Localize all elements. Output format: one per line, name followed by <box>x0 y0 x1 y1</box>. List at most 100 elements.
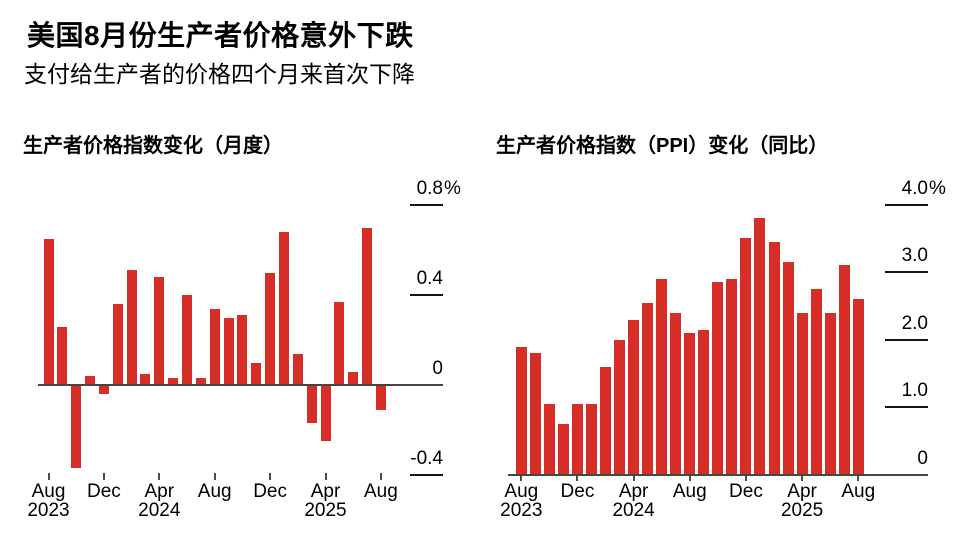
bar-ppi-yoy-2025-08 <box>852 299 864 475</box>
bar-ppi-yoy-2023-12 <box>571 404 583 475</box>
xtick-ppi-mom-Dec <box>269 473 272 480</box>
bar-ppi-yoy-2024-03 <box>614 339 626 475</box>
bar-ppi-mom-2024-09 <box>223 317 234 385</box>
xtick-month-ppi-mom-16: Dec <box>253 481 287 502</box>
bar-ppi-yoy-2025-07 <box>838 265 850 475</box>
ytick-label-ppi-yoy-1: 1.0 <box>901 380 928 402</box>
bar-ppi-yoy-2024-04 <box>628 319 640 475</box>
xtick-ppi-mom-Dec <box>102 473 105 480</box>
chart-title-monthly: 生产者价格指数变化（月度） <box>23 135 283 157</box>
bar-ppi-mom-2024-06 <box>182 295 192 385</box>
bar-ppi-mom-2023-12 <box>98 385 109 394</box>
xtick-ppi-yoy-Dec <box>744 474 747 481</box>
bar-ppi-mom-2024-12 <box>265 272 276 385</box>
ytick-dash-ppi-yoy-2 <box>885 338 928 341</box>
bar-ppi-mom-2024-07 <box>195 378 206 385</box>
bar-ppi-mom-2025-05 <box>334 301 345 385</box>
bar-ppi-mom-2025-07 <box>362 227 373 385</box>
bar-ppi-mom-2025-01 <box>278 232 289 385</box>
xtick-month-ppi-yoy-24: Aug <box>841 481 876 502</box>
xtick-month-ppi-yoy-4: Dec <box>560 481 595 502</box>
xtick-ppi-yoy-Dec <box>576 474 579 481</box>
bar-ppi-yoy-2025-03 <box>782 262 794 475</box>
ytick-label-ppi-mom-0.4: 0.4 <box>416 268 443 289</box>
bar-ppi-mom-2024-11 <box>251 362 262 385</box>
ytick-label-ppi-mom-0: 0 <box>432 358 443 379</box>
bar-ppi-mom-2024-02 <box>126 270 137 385</box>
ytick-label-ppi-mom-0.8: 0.8 <box>416 178 443 199</box>
bar-ppi-mom-2024-04 <box>154 277 165 385</box>
xtick-year-ppi-yoy-20: 2025 <box>780 500 824 521</box>
bar-ppi-yoy-2024-01 <box>586 404 597 475</box>
bar-ppi-mom-2025-04 <box>320 385 331 442</box>
ytick-dash-ppi-mom-0.8 <box>410 204 443 206</box>
bar-ppi-mom-2024-08 <box>209 308 220 385</box>
bar-ppi-mom-2023-08 <box>43 238 54 385</box>
bar-ppi-yoy-2023-10 <box>543 404 555 475</box>
bar-ppi-yoy-2024-05 <box>642 302 654 475</box>
xtick-month-ppi-yoy-20: Apr <box>787 481 817 502</box>
bar-ppi-yoy-2023-08 <box>515 346 527 475</box>
xtick-ppi-yoy-Aug2023 <box>520 474 523 481</box>
bar-ppi-yoy-2025-02 <box>768 241 780 475</box>
ytick-dash-ppi-yoy-4 <box>885 203 928 206</box>
ytick-label-ppi-yoy-0: 0 <box>917 448 928 469</box>
bar-ppi-mom-2023-09 <box>57 326 68 385</box>
xtick-month-ppi-mom-0: Aug <box>31 481 66 502</box>
bar-ppi-yoy-2024-08 <box>684 333 696 475</box>
bar-ppi-yoy-2024-06 <box>656 278 668 475</box>
bar-ppi-yoy-2025-05 <box>810 289 822 475</box>
xtick-month-ppi-mom-12: Aug <box>197 481 232 502</box>
xtick-ppi-mom-Aug <box>379 473 382 480</box>
bar-ppi-yoy-2024-11 <box>726 278 738 475</box>
bar-ppi-yoy-2024-10 <box>712 282 724 475</box>
bar-ppi-yoy-2024-07 <box>670 312 682 475</box>
bar-ppi-yoy-2023-11 <box>557 424 569 475</box>
baseline-ppi-yoy <box>508 474 928 476</box>
xtick-ppi-yoy-Apr2024 <box>632 474 635 481</box>
ytick-dash-ppi-yoy-1 <box>885 406 928 409</box>
bar-ppi-mom-2024-01 <box>112 304 123 385</box>
xtick-ppi-yoy-Apr2025 <box>801 474 804 481</box>
xtick-month-ppi-yoy-12: Aug <box>672 481 707 502</box>
ytick-unit-ppi-yoy: % <box>929 177 946 199</box>
xtick-ppi-yoy-Aug <box>857 474 860 481</box>
page-subtitle: 支付给生产者的价格四个月来首次下降 <box>24 61 415 87</box>
ytick-label-ppi-mom--0.4: -0.4 <box>410 448 443 469</box>
chart-title-yoy: 生产者价格指数（PPI）变化（同比） <box>496 135 829 157</box>
bar-ppi-mom-2025-03 <box>306 385 317 424</box>
bar-ppi-mom-2023-11 <box>85 376 96 385</box>
xtick-year-ppi-yoy-0: 2023 <box>500 500 543 521</box>
bar-ppi-mom-2024-03 <box>140 373 151 385</box>
xtick-month-ppi-yoy-16: Dec <box>729 481 763 502</box>
ytick-dash-ppi-yoy-3 <box>885 271 928 274</box>
ytick-label-ppi-yoy-3: 3.0 <box>901 245 928 267</box>
xtick-month-ppi-mom-4: Dec <box>86 481 121 502</box>
bar-ppi-yoy-2025-06 <box>824 312 836 475</box>
ytick-unit-ppi-mom: % <box>444 178 461 199</box>
bar-ppi-mom-2024-05 <box>168 378 179 385</box>
bar-ppi-yoy-2024-09 <box>698 329 710 475</box>
xtick-ppi-mom-Apr2024 <box>158 473 161 480</box>
page-title: 美国8月份生产者价格意外下跌 <box>27 20 414 51</box>
bar-ppi-mom-2024-10 <box>237 315 248 385</box>
xtick-ppi-yoy-Aug <box>688 474 691 481</box>
xtick-year-ppi-yoy-8: 2024 <box>612 500 655 521</box>
ytick-label-ppi-yoy-2: 2.0 <box>901 312 928 334</box>
bar-ppi-mom-2025-02 <box>292 353 303 385</box>
bar-ppi-mom-2023-10 <box>71 385 82 469</box>
bar-ppi-yoy-2023-09 <box>529 353 541 475</box>
xtick-month-ppi-yoy-8: Apr <box>618 481 649 502</box>
xtick-month-ppi-yoy-0: Aug <box>504 481 539 502</box>
xtick-ppi-mom-Apr2025 <box>324 473 327 480</box>
xtick-month-ppi-mom-8: Apr <box>144 481 175 502</box>
xtick-month-ppi-mom-20: Apr <box>310 481 341 502</box>
bar-ppi-yoy-2025-01 <box>754 218 766 475</box>
bar-ppi-yoy-2025-04 <box>796 312 808 475</box>
bar-ppi-mom-2025-06 <box>348 371 359 385</box>
ytick-label-ppi-yoy-4: 4.0 <box>901 177 928 199</box>
xtick-ppi-mom-Aug <box>213 473 216 480</box>
bar-ppi-yoy-2024-12 <box>740 238 752 475</box>
